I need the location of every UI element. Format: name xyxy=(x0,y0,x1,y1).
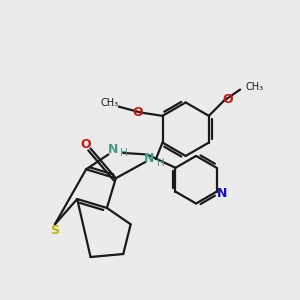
Text: O: O xyxy=(222,93,233,106)
Text: O: O xyxy=(80,138,91,152)
Text: methoxy: methoxy xyxy=(109,105,116,106)
Text: O: O xyxy=(132,106,143,118)
Text: CH₃: CH₃ xyxy=(245,82,264,92)
Text: S: S xyxy=(50,224,59,237)
Text: H: H xyxy=(157,158,164,168)
Text: N: N xyxy=(144,152,154,164)
Text: H: H xyxy=(120,148,128,158)
Text: N: N xyxy=(108,143,118,156)
Text: CH₃: CH₃ xyxy=(101,98,119,108)
Text: N: N xyxy=(217,187,227,200)
